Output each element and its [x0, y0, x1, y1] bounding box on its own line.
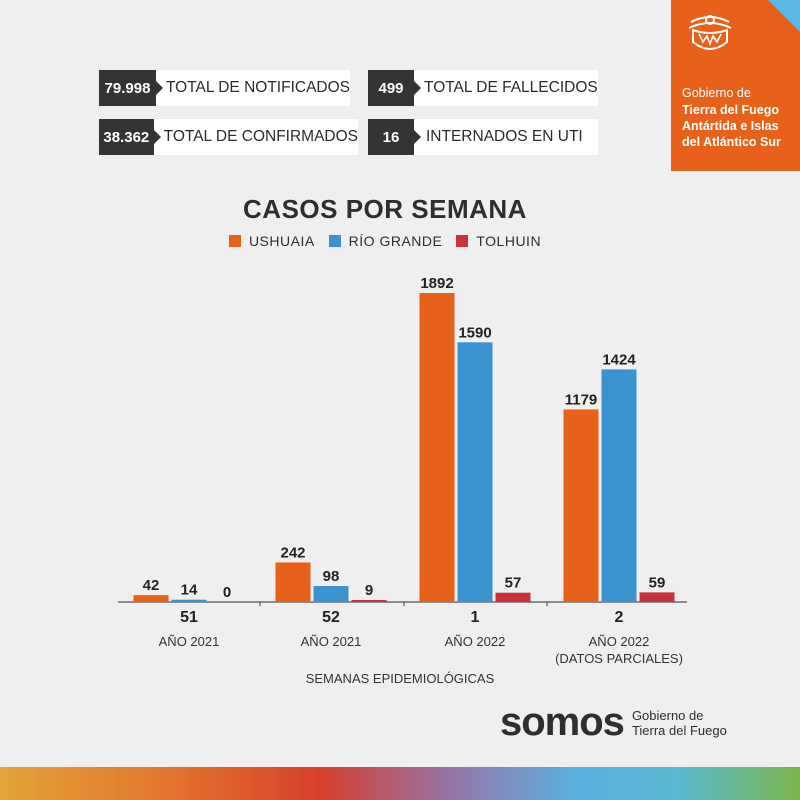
- somos-subtitle: Gobierno de Tierra del Fuego: [632, 708, 727, 738]
- somos-subtitle-line1: Gobierno de: [631, 707, 704, 723]
- category-label: 52: [322, 609, 340, 626]
- legend-item-tolhuin: TOLHUIN: [456, 233, 541, 249]
- legend-item-rio-grande: RÍO GRANDE: [328, 233, 443, 249]
- data-label: 9: [365, 582, 373, 599]
- color-strip: [0, 767, 800, 800]
- data-label: 1892: [420, 275, 453, 292]
- category-sublabel: AÑO 2022: [445, 634, 506, 649]
- category-sublabel: AÑO 2021: [159, 634, 220, 649]
- data-label: 42: [143, 577, 160, 594]
- bar: [313, 585, 349, 602]
- somos-subtitle-line2: Tierra del Fuego: [631, 722, 727, 738]
- legend-item-ushuaia: USHUAIA: [228, 233, 315, 249]
- bar: [457, 342, 493, 602]
- government-line1: Gobierno de: [682, 86, 751, 100]
- data-label: 57: [505, 575, 522, 592]
- legend-label: TOLHUIN: [476, 233, 542, 249]
- legend-swatch: [456, 235, 469, 247]
- stat-label: TOTAL DE NOTIFICADOS: [165, 79, 350, 96]
- legend-label: USHUAIA: [248, 233, 315, 249]
- x-axis-title: SEMANAS EPIDEMIOLÓGICAS: [306, 671, 495, 686]
- data-label: 1179: [565, 391, 598, 408]
- category-sublabel: (DATOS PARCIALES): [555, 651, 683, 666]
- somos-brand: somos: [500, 700, 625, 744]
- stat-confirmados: 38.362 TOTAL DE CONFIRMADOS: [99, 119, 358, 155]
- stat-notificados: 79.998 TOTAL DE NOTIFICADOS: [99, 70, 350, 106]
- chart-legend: USHUAIA RÍO GRANDE TOLHUIN: [0, 233, 770, 249]
- data-label: 14: [181, 582, 198, 599]
- stat-value: 38.362: [99, 119, 161, 155]
- stat-fallecidos: 499 TOTAL DE FALLECIDOS: [368, 70, 598, 106]
- stat-uti: 16 INTERNADOS EN UTI: [368, 119, 598, 155]
- category-sublabel: AÑO 2022: [589, 634, 650, 649]
- data-label: 1424: [602, 351, 636, 368]
- bar: [563, 409, 599, 602]
- data-label: 242: [280, 544, 305, 561]
- stat-value: 499: [368, 70, 421, 106]
- stat-value: 79.998: [99, 70, 163, 106]
- data-label: 0: [223, 584, 231, 601]
- stat-label: INTERNADOS EN UTI: [426, 128, 583, 145]
- bar: [133, 595, 169, 602]
- bar: [495, 592, 531, 602]
- somos-logo: somos Gobierno de Tierra del Fuego: [500, 700, 727, 745]
- stat-value: 16: [368, 119, 421, 155]
- bar: [601, 369, 637, 602]
- bar: [419, 293, 455, 602]
- legend-swatch: [328, 235, 341, 247]
- bar: [639, 592, 675, 602]
- bar: [171, 599, 207, 602]
- category-label: 1: [471, 609, 480, 626]
- stat-label: TOTAL DE FALLECIDOS: [424, 79, 598, 96]
- government-badge: Gobierno de Tierra del Fuego Antártida e…: [671, 0, 800, 171]
- crest-icon: [688, 15, 732, 50]
- data-label: 98: [323, 568, 340, 585]
- chart-title: CASOS POR SEMANA: [243, 194, 527, 224]
- category-label: 2: [615, 609, 624, 626]
- bar: [351, 600, 387, 602]
- corner-fold: [768, 0, 800, 32]
- legend-label: RÍO GRANDE: [348, 233, 443, 249]
- somos-wordmark: somos: [500, 700, 625, 745]
- bar: [275, 562, 311, 602]
- data-label: 1590: [458, 324, 491, 341]
- category-sublabel: AÑO 2021: [301, 634, 362, 649]
- category-label: 51: [180, 609, 198, 626]
- data-label: 59: [649, 574, 666, 591]
- legend-swatch: [228, 235, 241, 247]
- stat-label: TOTAL DE CONFIRMADOS: [163, 128, 358, 145]
- government-line2: Tierra del Fuego Antártida e Islas del A…: [682, 103, 781, 149]
